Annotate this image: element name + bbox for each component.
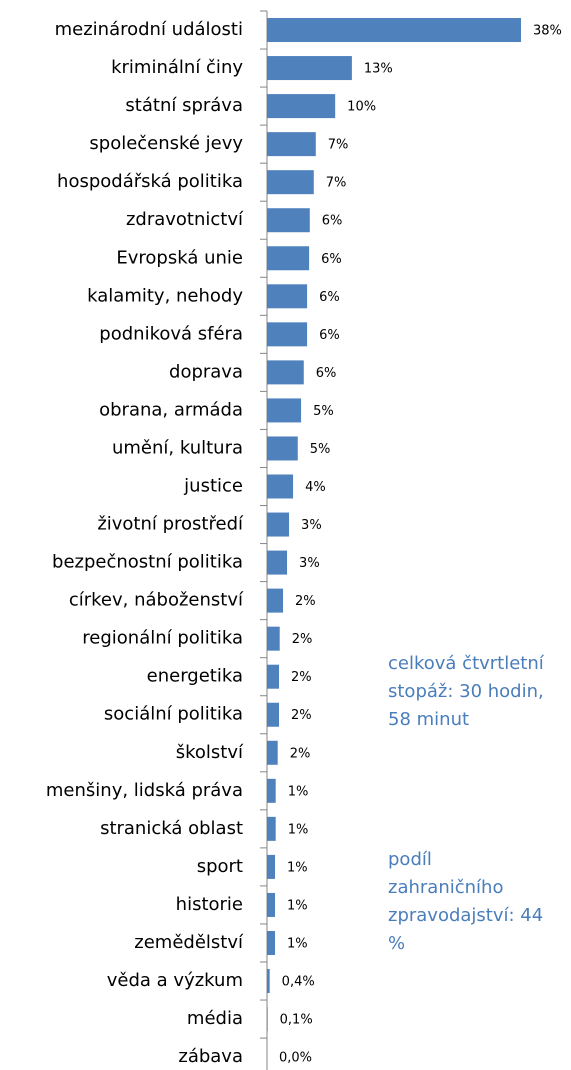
- category-label: doprava: [169, 361, 243, 382]
- value-label: 0,0%: [279, 1051, 312, 1066]
- category-label: obrana, armáda: [99, 399, 243, 420]
- bar: [267, 170, 314, 195]
- bar: [267, 56, 352, 81]
- value-label: 0,4%: [282, 975, 315, 990]
- bar: [267, 854, 276, 879]
- bar: [267, 969, 270, 994]
- category-label: podniková sféra: [99, 323, 243, 344]
- bar: [267, 246, 310, 271]
- bar: [267, 18, 521, 43]
- bar: [267, 436, 298, 461]
- category-label: státní správa: [125, 95, 243, 116]
- bar: [267, 322, 308, 347]
- value-label: 5%: [310, 442, 331, 457]
- bar: [267, 474, 294, 499]
- value-label: 2%: [295, 594, 316, 609]
- value-label: 7%: [326, 176, 347, 191]
- bar: [267, 94, 336, 119]
- value-label: 1%: [288, 822, 309, 837]
- value-label: 2%: [291, 708, 312, 723]
- bar: [267, 550, 288, 575]
- category-label: sport: [197, 856, 243, 877]
- value-label: 6%: [319, 328, 340, 343]
- value-label: 1%: [288, 784, 309, 799]
- value-label: 6%: [321, 252, 342, 267]
- category-label: zábava: [178, 1046, 243, 1067]
- bar: [267, 208, 310, 233]
- bar: [267, 588, 284, 613]
- category-label: regionální politika: [82, 628, 243, 649]
- category-label: církev, náboženství: [69, 590, 244, 611]
- bar: [267, 360, 304, 385]
- category-label: sociální politika: [104, 704, 243, 725]
- category-label: mezinárodní události: [55, 19, 243, 40]
- value-label: 38%: [533, 24, 562, 39]
- bar: [267, 1007, 268, 1032]
- value-label: 3%: [301, 518, 322, 533]
- category-label: hospodářská politika: [57, 171, 243, 192]
- value-label: 6%: [316, 366, 337, 381]
- value-label: 5%: [313, 404, 334, 419]
- value-label: 10%: [347, 100, 376, 115]
- bar: [267, 892, 276, 917]
- value-label: 2%: [291, 670, 312, 685]
- value-label: 1%: [287, 898, 308, 913]
- bar: [267, 664, 280, 689]
- bar: [267, 816, 276, 841]
- annotation: celková čtvrtletní stopáž: 30 hodin, 58 …: [388, 653, 544, 730]
- category-label: společenské jevy: [89, 133, 243, 154]
- category-label: umění, kultura: [112, 437, 243, 458]
- category-label: školství: [176, 742, 244, 763]
- category-label: menšiny, lidská práva: [46, 780, 243, 801]
- bar: [267, 778, 276, 803]
- bar: [267, 740, 278, 765]
- value-label: 2%: [290, 746, 311, 761]
- value-label: 1%: [287, 860, 308, 875]
- category-label: média: [187, 1008, 243, 1029]
- bar: [267, 512, 290, 537]
- category-label: věda a výzkum: [107, 970, 243, 991]
- category-label: kalamity, nehody: [87, 285, 243, 306]
- value-label: 6%: [322, 214, 343, 229]
- category-label: justice: [183, 476, 243, 497]
- category-label: životní prostředí: [97, 514, 244, 535]
- value-label: 7%: [328, 138, 349, 153]
- value-label: 2%: [292, 632, 313, 647]
- category-label: historie: [176, 894, 243, 915]
- value-label: 6%: [319, 290, 340, 305]
- category-label: Evropská unie: [116, 247, 243, 268]
- value-label: 1%: [287, 936, 308, 951]
- bar: [267, 702, 280, 727]
- bar: [267, 930, 276, 955]
- value-label: 13%: [364, 62, 393, 77]
- bar: [267, 132, 316, 157]
- category-label: kriminální činy: [111, 57, 243, 78]
- category-label: energetika: [147, 666, 243, 687]
- category-label: bezpečnostní politika: [52, 552, 243, 573]
- value-label: 3%: [299, 556, 320, 571]
- bar: [267, 284, 308, 309]
- value-label: 4%: [305, 480, 326, 495]
- category-label: zemědělství: [134, 932, 244, 953]
- bar: [267, 398, 302, 423]
- annotation: podíl zahraničního zpravodajství: 44 %: [388, 849, 544, 954]
- category-label: stranická oblast: [100, 818, 243, 839]
- category-label: zdravotnictví: [126, 209, 244, 230]
- bar: [267, 626, 280, 651]
- value-label: 0,1%: [280, 1013, 313, 1028]
